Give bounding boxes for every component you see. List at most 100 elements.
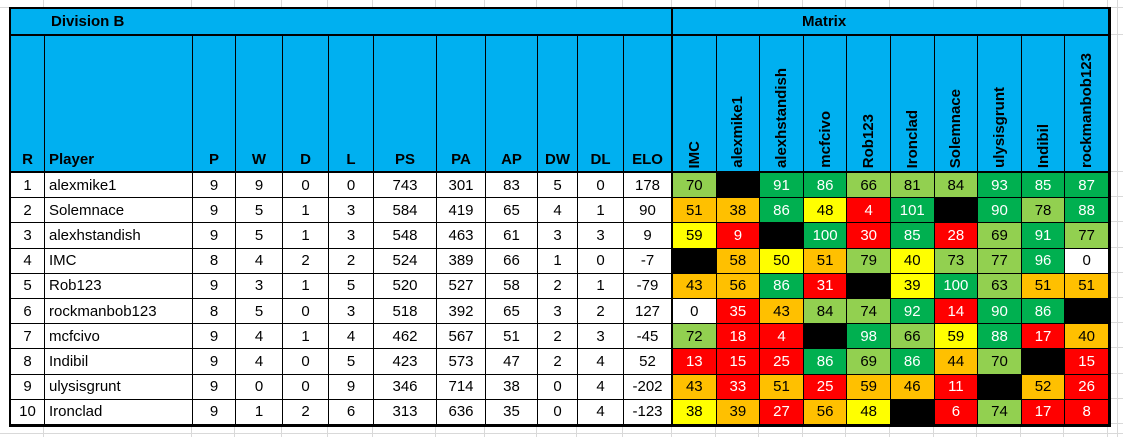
player-cell[interactable]: ulysisgrunt: [45, 374, 193, 400]
stat-cell[interactable]: 0: [236, 374, 283, 400]
stat-cell[interactable]: 1: [283, 324, 329, 350]
rank-cell[interactable]: 6: [11, 298, 45, 325]
stat-cell[interactable]: 3: [538, 223, 578, 249]
stat-cell[interactable]: -7: [624, 248, 673, 274]
stat-cell[interactable]: 38: [486, 374, 538, 400]
stat-cell[interactable]: 1: [283, 198, 329, 224]
stat-cell[interactable]: 52: [624, 349, 673, 375]
player-cell[interactable]: Solemnace: [45, 198, 193, 224]
matrix-cell[interactable]: 48: [803, 198, 848, 224]
stat-cell[interactable]: 35: [486, 399, 538, 425]
matrix-cell[interactable]: 4: [847, 198, 891, 224]
matrix-cell[interactable]: 51: [803, 248, 848, 274]
matrix-col-header-rob123[interactable]: Rob123: [847, 36, 891, 173]
matrix-cell[interactable]: 86: [890, 349, 935, 375]
stat-cell[interactable]: 5: [236, 298, 283, 325]
player-cell[interactable]: rockmanbob123: [45, 298, 193, 325]
stat-cell[interactable]: 5: [236, 223, 283, 249]
stat-cell[interactable]: 743: [374, 173, 437, 199]
stat-cell[interactable]: 714: [437, 374, 486, 400]
matrix-cell[interactable]: 13: [673, 349, 717, 375]
stat-cell[interactable]: 3: [538, 298, 578, 325]
matrix-cell[interactable]: 25: [803, 374, 848, 400]
stat-cell[interactable]: 567: [437, 324, 486, 350]
matrix-col-header-mcfcivo[interactable]: mcfcivo: [803, 36, 848, 173]
stat-cell[interactable]: 3: [236, 273, 283, 299]
stat-cell[interactable]: 5: [329, 273, 374, 299]
rank-cell[interactable]: 3: [11, 223, 45, 249]
matrix-cell[interactable]: 85: [890, 223, 935, 249]
matrix-cell[interactable]: 8: [1065, 399, 1109, 425]
matrix-cell[interactable]: 38: [673, 399, 717, 425]
col-header-p[interactable]: P: [193, 36, 236, 173]
stat-cell[interactable]: 9: [193, 198, 236, 224]
stat-cell[interactable]: 301: [437, 173, 486, 199]
stat-cell[interactable]: 0: [538, 374, 578, 400]
matrix-cell[interactable]: 15: [1065, 349, 1109, 375]
matrix-cell[interactable]: 66: [847, 173, 891, 199]
matrix-cell[interactable]: 26: [1065, 374, 1109, 400]
rank-cell[interactable]: 1: [11, 173, 45, 199]
matrix-cell[interactable]: 50: [760, 248, 804, 274]
stat-cell[interactable]: 1: [236, 399, 283, 425]
stat-cell[interactable]: 1: [283, 273, 329, 299]
stat-cell[interactable]: 83: [486, 173, 538, 199]
stat-cell[interactable]: 127: [624, 298, 673, 325]
stat-cell[interactable]: -45: [624, 324, 673, 350]
matrix-cell[interactable]: 0: [673, 298, 717, 325]
matrix-cell[interactable]: 93: [978, 173, 1022, 199]
stat-cell[interactable]: 0: [283, 298, 329, 325]
matrix-cell[interactable]: 59: [847, 374, 891, 400]
matrix-cell[interactable]: 77: [1065, 223, 1109, 249]
rank-cell[interactable]: 10: [11, 399, 45, 425]
matrix-cell[interactable]: 86: [803, 173, 848, 199]
stat-cell[interactable]: 584: [374, 198, 437, 224]
stat-cell[interactable]: 5: [538, 173, 578, 199]
stat-cell[interactable]: 3: [578, 324, 624, 350]
col-header-dl[interactable]: DL: [578, 36, 624, 173]
stat-cell[interactable]: 3: [329, 298, 374, 325]
stat-cell[interactable]: 61: [486, 223, 538, 249]
matrix-col-header-alexmike1[interactable]: alexmike1: [716, 36, 761, 173]
stat-cell[interactable]: 3: [329, 223, 374, 249]
stat-cell[interactable]: 2: [283, 248, 329, 274]
matrix-cell[interactable]: 18: [716, 324, 761, 350]
matrix-cell[interactable]: 46: [890, 374, 935, 400]
stat-cell[interactable]: 0: [283, 374, 329, 400]
col-header-r[interactable]: R: [11, 36, 45, 173]
matrix-cell[interactable]: 87: [1065, 173, 1109, 199]
matrix-cell[interactable]: 59: [673, 223, 717, 249]
player-cell[interactable]: Rob123: [45, 273, 193, 299]
stat-cell[interactable]: 0: [283, 349, 329, 375]
matrix-cell[interactable]: 39: [716, 399, 761, 425]
matrix-cell[interactable]: 66: [890, 324, 935, 350]
matrix-cell[interactable]: 25: [760, 349, 804, 375]
stat-cell[interactable]: 9: [236, 173, 283, 199]
matrix-cell[interactable]: 96: [1021, 248, 1066, 274]
col-header-l[interactable]: L: [329, 36, 374, 173]
stat-cell[interactable]: 9: [193, 399, 236, 425]
stat-cell[interactable]: 4: [538, 198, 578, 224]
stat-cell[interactable]: 178: [624, 173, 673, 199]
matrix-cell[interactable]: 59: [934, 324, 979, 350]
stat-cell[interactable]: 2: [578, 298, 624, 325]
matrix-cell[interactable]: 98: [847, 324, 891, 350]
stat-cell[interactable]: 9: [193, 273, 236, 299]
matrix-cell[interactable]: 30: [847, 223, 891, 249]
matrix-cell[interactable]: [760, 223, 804, 249]
col-header-ps[interactable]: PS: [374, 36, 437, 173]
matrix-cell[interactable]: 58: [716, 248, 761, 274]
stat-cell[interactable]: 90: [624, 198, 673, 224]
stat-cell[interactable]: 313: [374, 399, 437, 425]
rank-cell[interactable]: 8: [11, 349, 45, 375]
matrix-cell[interactable]: 72: [673, 324, 717, 350]
matrix-col-header-ulysisgrunt[interactable]: ulysisgrunt: [978, 36, 1022, 173]
matrix-cell[interactable]: 14: [934, 298, 979, 325]
col-header-player[interactable]: Player: [45, 36, 193, 173]
stat-cell[interactable]: 548: [374, 223, 437, 249]
stat-cell[interactable]: 1: [578, 198, 624, 224]
stat-cell[interactable]: 8: [193, 298, 236, 325]
matrix-cell[interactable]: 101: [890, 198, 935, 224]
stat-cell[interactable]: 8: [193, 248, 236, 274]
stat-cell[interactable]: -202: [624, 374, 673, 400]
